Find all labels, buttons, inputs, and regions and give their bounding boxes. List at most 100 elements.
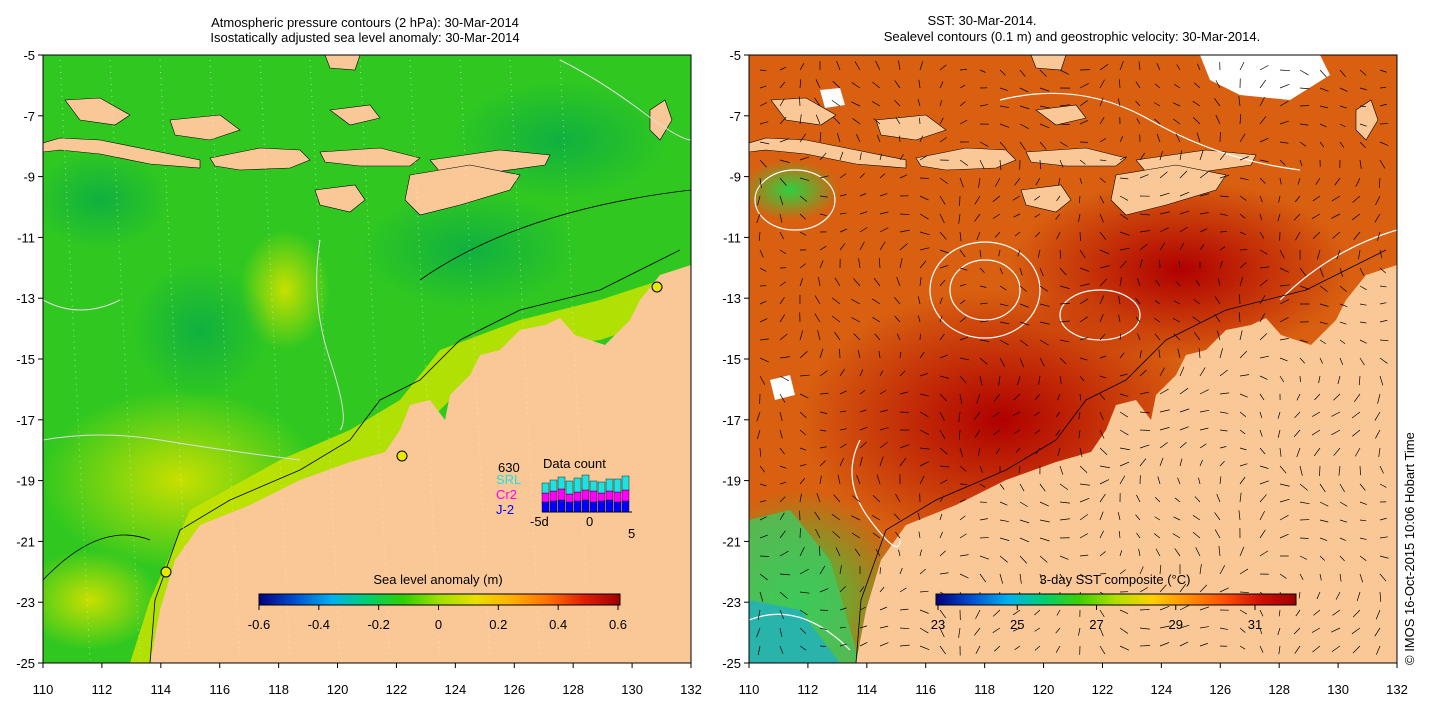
data-count-bar [589,501,598,513]
velocity-arrow [999,285,1007,291]
velocity-arrow [1172,118,1181,125]
velocity-arrow [1379,375,1384,386]
velocity-arrow [799,96,801,107]
velocity-arrow [799,477,806,485]
velocity-arrow [1319,69,1327,78]
velocity-arrow [1079,357,1088,361]
velocity-arrow [1239,294,1241,305]
velocity-arrow [919,461,929,467]
velocity-arrow [1099,159,1107,161]
velocity-arrow [1179,150,1183,161]
velocity-arrow [1379,86,1387,89]
velocity-arrow [1333,393,1341,401]
velocity-arrow [919,277,922,287]
velocity-arrow [1156,63,1161,71]
velocity-arrow [1079,83,1089,89]
velocity-arrow [1034,231,1041,238]
velocity-arrow [974,429,981,438]
velocity-arrow [1159,605,1170,611]
velocity-arrow [1339,123,1346,128]
velocity-arrow [1259,510,1265,521]
data-count-bar [565,480,574,495]
velocity-arrow [1239,609,1248,615]
velocity-arrow [1278,195,1281,203]
velocity-arrow [958,627,961,638]
velocity-arrow [1259,465,1269,469]
velocity-arrow [1319,303,1329,307]
velocity-arrow [1013,393,1021,401]
velocity-arrow [779,356,790,359]
velocity-arrow [1214,512,1221,521]
lat-tick-label: -9 [729,170,741,185]
velocity-arrow [919,447,930,450]
velocity-arrow [1312,195,1321,202]
velocity-arrow [919,351,925,359]
velocity-arrow [1079,533,1089,539]
velocity-arrow [1154,333,1161,341]
velocity-arrow [1039,123,1050,129]
velocity-arrow [1159,242,1166,251]
velocity-arrow [899,229,910,233]
data-count-bar [557,476,566,490]
velocity-arrow [1139,458,1147,467]
velocity-arrow [1019,555,1028,564]
velocity-arrow [1219,411,1229,414]
velocity-arrow [1059,375,1062,384]
data-count-total: 630 [498,460,520,475]
velocity-arrow [1179,226,1188,233]
velocity-arrow [1330,213,1341,219]
data-count-bar [597,500,606,513]
velocity-arrow [899,587,907,593]
velocity-arrow [799,330,804,341]
velocity-arrow [1379,285,1387,288]
velocity-arrow [1239,195,1247,201]
velocity-arrow [779,591,788,599]
velocity-arrow [859,642,868,647]
velocity-arrow [1279,483,1290,487]
velocity-arrow [1159,171,1168,179]
velocity-arrow [1259,266,1270,269]
velocity-arrow [779,375,789,382]
velocity-arrow [1034,393,1041,401]
velocity-arrow [1359,285,1367,291]
velocity-arrow [1139,566,1144,575]
velocity-arrow [1311,429,1321,436]
velocity-arrow [1099,278,1107,287]
velocity-arrow [814,97,821,107]
velocity-arrow [939,177,948,184]
velocity-arrow [1331,411,1341,417]
velocity-arrow [1179,583,1187,593]
velocity-arrow [959,465,967,472]
velocity-arrow [1319,87,1329,92]
velocity-arrow [876,474,881,485]
velocity-arrow [839,443,847,449]
data-count-bar [605,490,614,501]
left-colorbar-label: Sea level anomaly (m) [373,572,502,587]
velocity-arrow [1376,645,1381,655]
velocity-arrow [756,627,761,638]
velocity-arrow [1139,174,1149,179]
velocity-arrow [1056,195,1061,202]
velocity-arrow [1135,514,1141,521]
velocity-arrow [1259,195,1263,203]
velocity-arrow [1239,249,1248,251]
lat-tick-label: -23 [16,595,35,610]
velocity-arrow [1119,276,1122,287]
velocity-arrow [1019,483,1025,492]
velocity-arrow [959,101,966,107]
velocity-arrow [1137,333,1141,341]
velocity-arrow [1335,591,1341,600]
mission-label-srl: SRL [496,472,521,487]
velocity-arrow [999,267,1004,275]
velocity-arrow [1079,267,1090,272]
velocity-arrow [1199,244,1205,251]
velocity-arrow [1099,447,1108,455]
velocity-arrow [871,101,881,107]
velocity-arrow [1139,152,1145,161]
velocity-arrow [1039,537,1050,542]
velocity-arrow [1119,195,1129,201]
velocity-arrow [1351,411,1361,419]
right-title-line2: Sealevel contours (0.1 m) and geostrophi… [884,29,1260,44]
data-count-inset: 630 Data count SRL Cr2 J-2 -5d 0 5 [496,456,635,541]
velocity-arrow [759,338,769,341]
